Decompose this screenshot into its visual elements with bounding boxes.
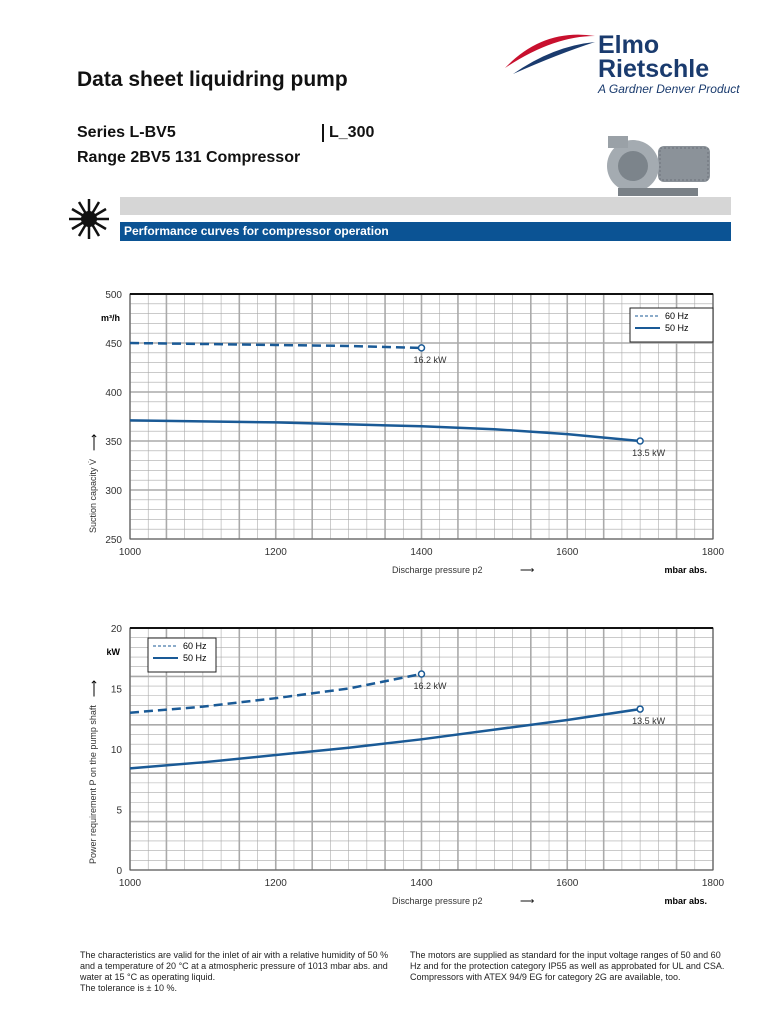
end-point-marker <box>417 670 426 678</box>
x-axis-label: Discharge pressure p2 <box>392 565 483 575</box>
series-line-60hz <box>129 672 422 714</box>
end-point-label: 16.2 kW <box>414 355 448 365</box>
power-requirement-chart: 1000 1200 1400 1600 1800 0 5 10 15 20 kW Discharge … <box>87 624 725 907</box>
x-tick-label: 1600 <box>556 878 579 889</box>
y-tick-label: 400 <box>105 388 122 399</box>
y-tick-label: 300 <box>105 486 122 497</box>
range-label: Range 2BV5 131 Compressor <box>77 149 301 166</box>
y-tick-label: 250 <box>105 535 122 546</box>
brand-logo: Elmo Rietschle <box>598 31 710 83</box>
x-tick-label: 1000 <box>119 878 142 889</box>
y-axis-label: Power requirement P on the pump shaft <box>88 705 98 864</box>
y-tick-label: 500 <box>105 290 122 301</box>
x-tick-label: 1200 <box>265 547 288 558</box>
x-tick-label: 1600 <box>556 547 579 558</box>
y-unit-label: m³/h <box>101 313 120 323</box>
header-bar <box>120 197 731 215</box>
note-left: The characteristics are valid for the in… <box>80 950 389 993</box>
end-point-marker <box>636 705 644 713</box>
y-tick-label: 10 <box>111 745 123 756</box>
section-title: Performance curves for compressor operat… <box>120 222 731 241</box>
x-tick-label: 1400 <box>410 547 433 558</box>
end-point-label: 13.5 kW <box>632 448 666 458</box>
y-arrow: ⟶ <box>87 434 101 451</box>
logo-swoosh-icon <box>505 34 595 74</box>
x-axis-label: Discharge pressure p2 <box>392 896 483 906</box>
series-label: Series L-BV5 <box>77 124 176 141</box>
y-tick-label: 450 <box>105 339 122 350</box>
y-axis-label: Suction capacity V̇ <box>88 459 98 533</box>
y-tick-label: 5 <box>116 806 122 817</box>
y-tick-label: 0 <box>116 866 122 877</box>
y-arrow: ⟶ <box>87 680 101 697</box>
legend-label: 50 Hz <box>183 653 207 663</box>
x-arrow: ⟶ <box>520 565 534 576</box>
x-unit-label: mbar abs. <box>664 896 707 906</box>
legend-label: 50 Hz <box>665 323 689 333</box>
y-tick-label: 20 <box>111 624 123 635</box>
page-title: Data sheet liquidring pump <box>77 68 348 91</box>
series-line-60hz <box>129 341 422 350</box>
end-point-label: 16.2 kW <box>414 681 448 691</box>
end-point-label: 13.5 kW <box>632 716 666 726</box>
legend-box <box>629 307 714 343</box>
note-right: The motors are supplied as standard for … <box>410 950 725 982</box>
x-tick-label: 1800 <box>702 878 725 889</box>
x-unit-label: mbar abs. <box>664 565 707 575</box>
x-arrow: ⟶ <box>520 896 534 907</box>
x-tick-label: 1200 <box>265 878 288 889</box>
legend-box <box>147 637 217 673</box>
y-unit-label: kW <box>107 647 121 657</box>
y-tick-label: 350 <box>105 437 122 448</box>
model-code: L_300 <box>322 124 374 142</box>
liquidring-impeller-icon <box>69 199 109 239</box>
series-line-50hz <box>129 707 641 770</box>
series-line-50hz <box>129 419 641 443</box>
legend-label: 60 Hz <box>183 641 207 651</box>
x-tick-label: 1000 <box>119 547 142 558</box>
x-tick-label: 1800 <box>702 547 725 558</box>
y-tick-label: 15 <box>111 685 123 696</box>
legend-label: 60 Hz <box>665 311 689 321</box>
end-point-marker <box>417 344 426 352</box>
pump-image <box>607 136 710 196</box>
suction-capacity-chart: 1000 1200 1400 1600 1800 250 300 350 400 450 500 m³… <box>87 290 725 576</box>
end-point-marker <box>636 437 644 445</box>
brand-tagline: A Gardner Denver Product <box>598 82 740 96</box>
x-tick-label: 1400 <box>410 878 433 889</box>
